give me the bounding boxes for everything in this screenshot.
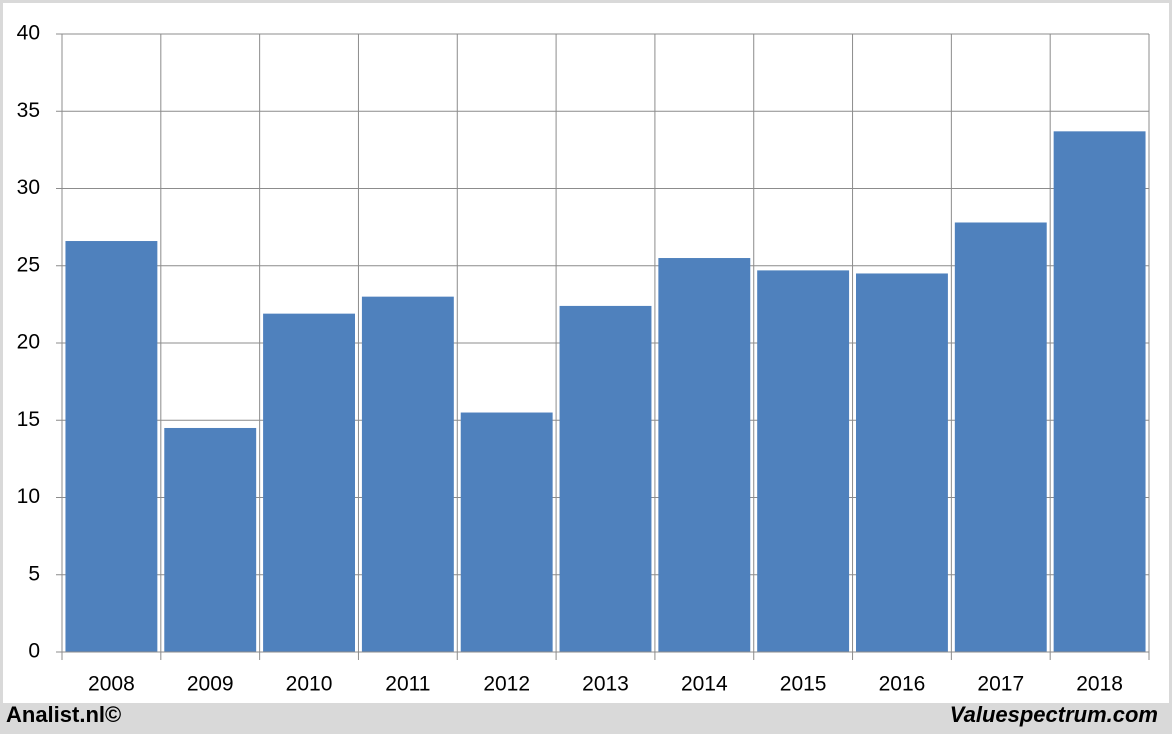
x-tick-label: 2013: [582, 673, 629, 696]
y-tick-label: 5: [28, 562, 40, 585]
bar: [1053, 131, 1146, 652]
bar: [263, 313, 355, 652]
y-tick-label: 20: [17, 331, 40, 354]
footer-right: Valuespectrum.com: [950, 702, 1158, 727]
x-tick-label: 2016: [879, 673, 926, 696]
footer-left: Analist.nl©: [6, 702, 121, 727]
x-tick-label: 2012: [483, 673, 530, 696]
y-tick-label: 10: [17, 485, 40, 508]
bar: [361, 296, 454, 652]
bar: [164, 427, 257, 652]
bar: [559, 305, 652, 652]
bar: [856, 273, 948, 652]
y-tick-label: 35: [17, 99, 40, 122]
x-tick-label: 2017: [977, 673, 1024, 696]
bar: [658, 258, 751, 652]
y-tick-label: 30: [17, 176, 40, 199]
x-tick-label: 2014: [681, 673, 728, 696]
bar: [757, 270, 850, 652]
y-tick-label: 15: [17, 408, 40, 431]
x-tick-label: 2009: [187, 673, 234, 696]
bar: [65, 241, 158, 652]
y-tick-label: 40: [17, 22, 40, 45]
x-tick-label: 2008: [88, 673, 135, 696]
bar: [460, 412, 553, 652]
x-tick-label: 2010: [286, 673, 333, 696]
y-tick-label: 25: [17, 253, 40, 276]
x-tick-label: 2015: [780, 673, 827, 696]
bar: [954, 222, 1047, 653]
y-tick-label: 0: [28, 640, 40, 663]
x-tick-label: 2011: [385, 673, 430, 696]
x-tick-label: 2018: [1076, 673, 1123, 696]
